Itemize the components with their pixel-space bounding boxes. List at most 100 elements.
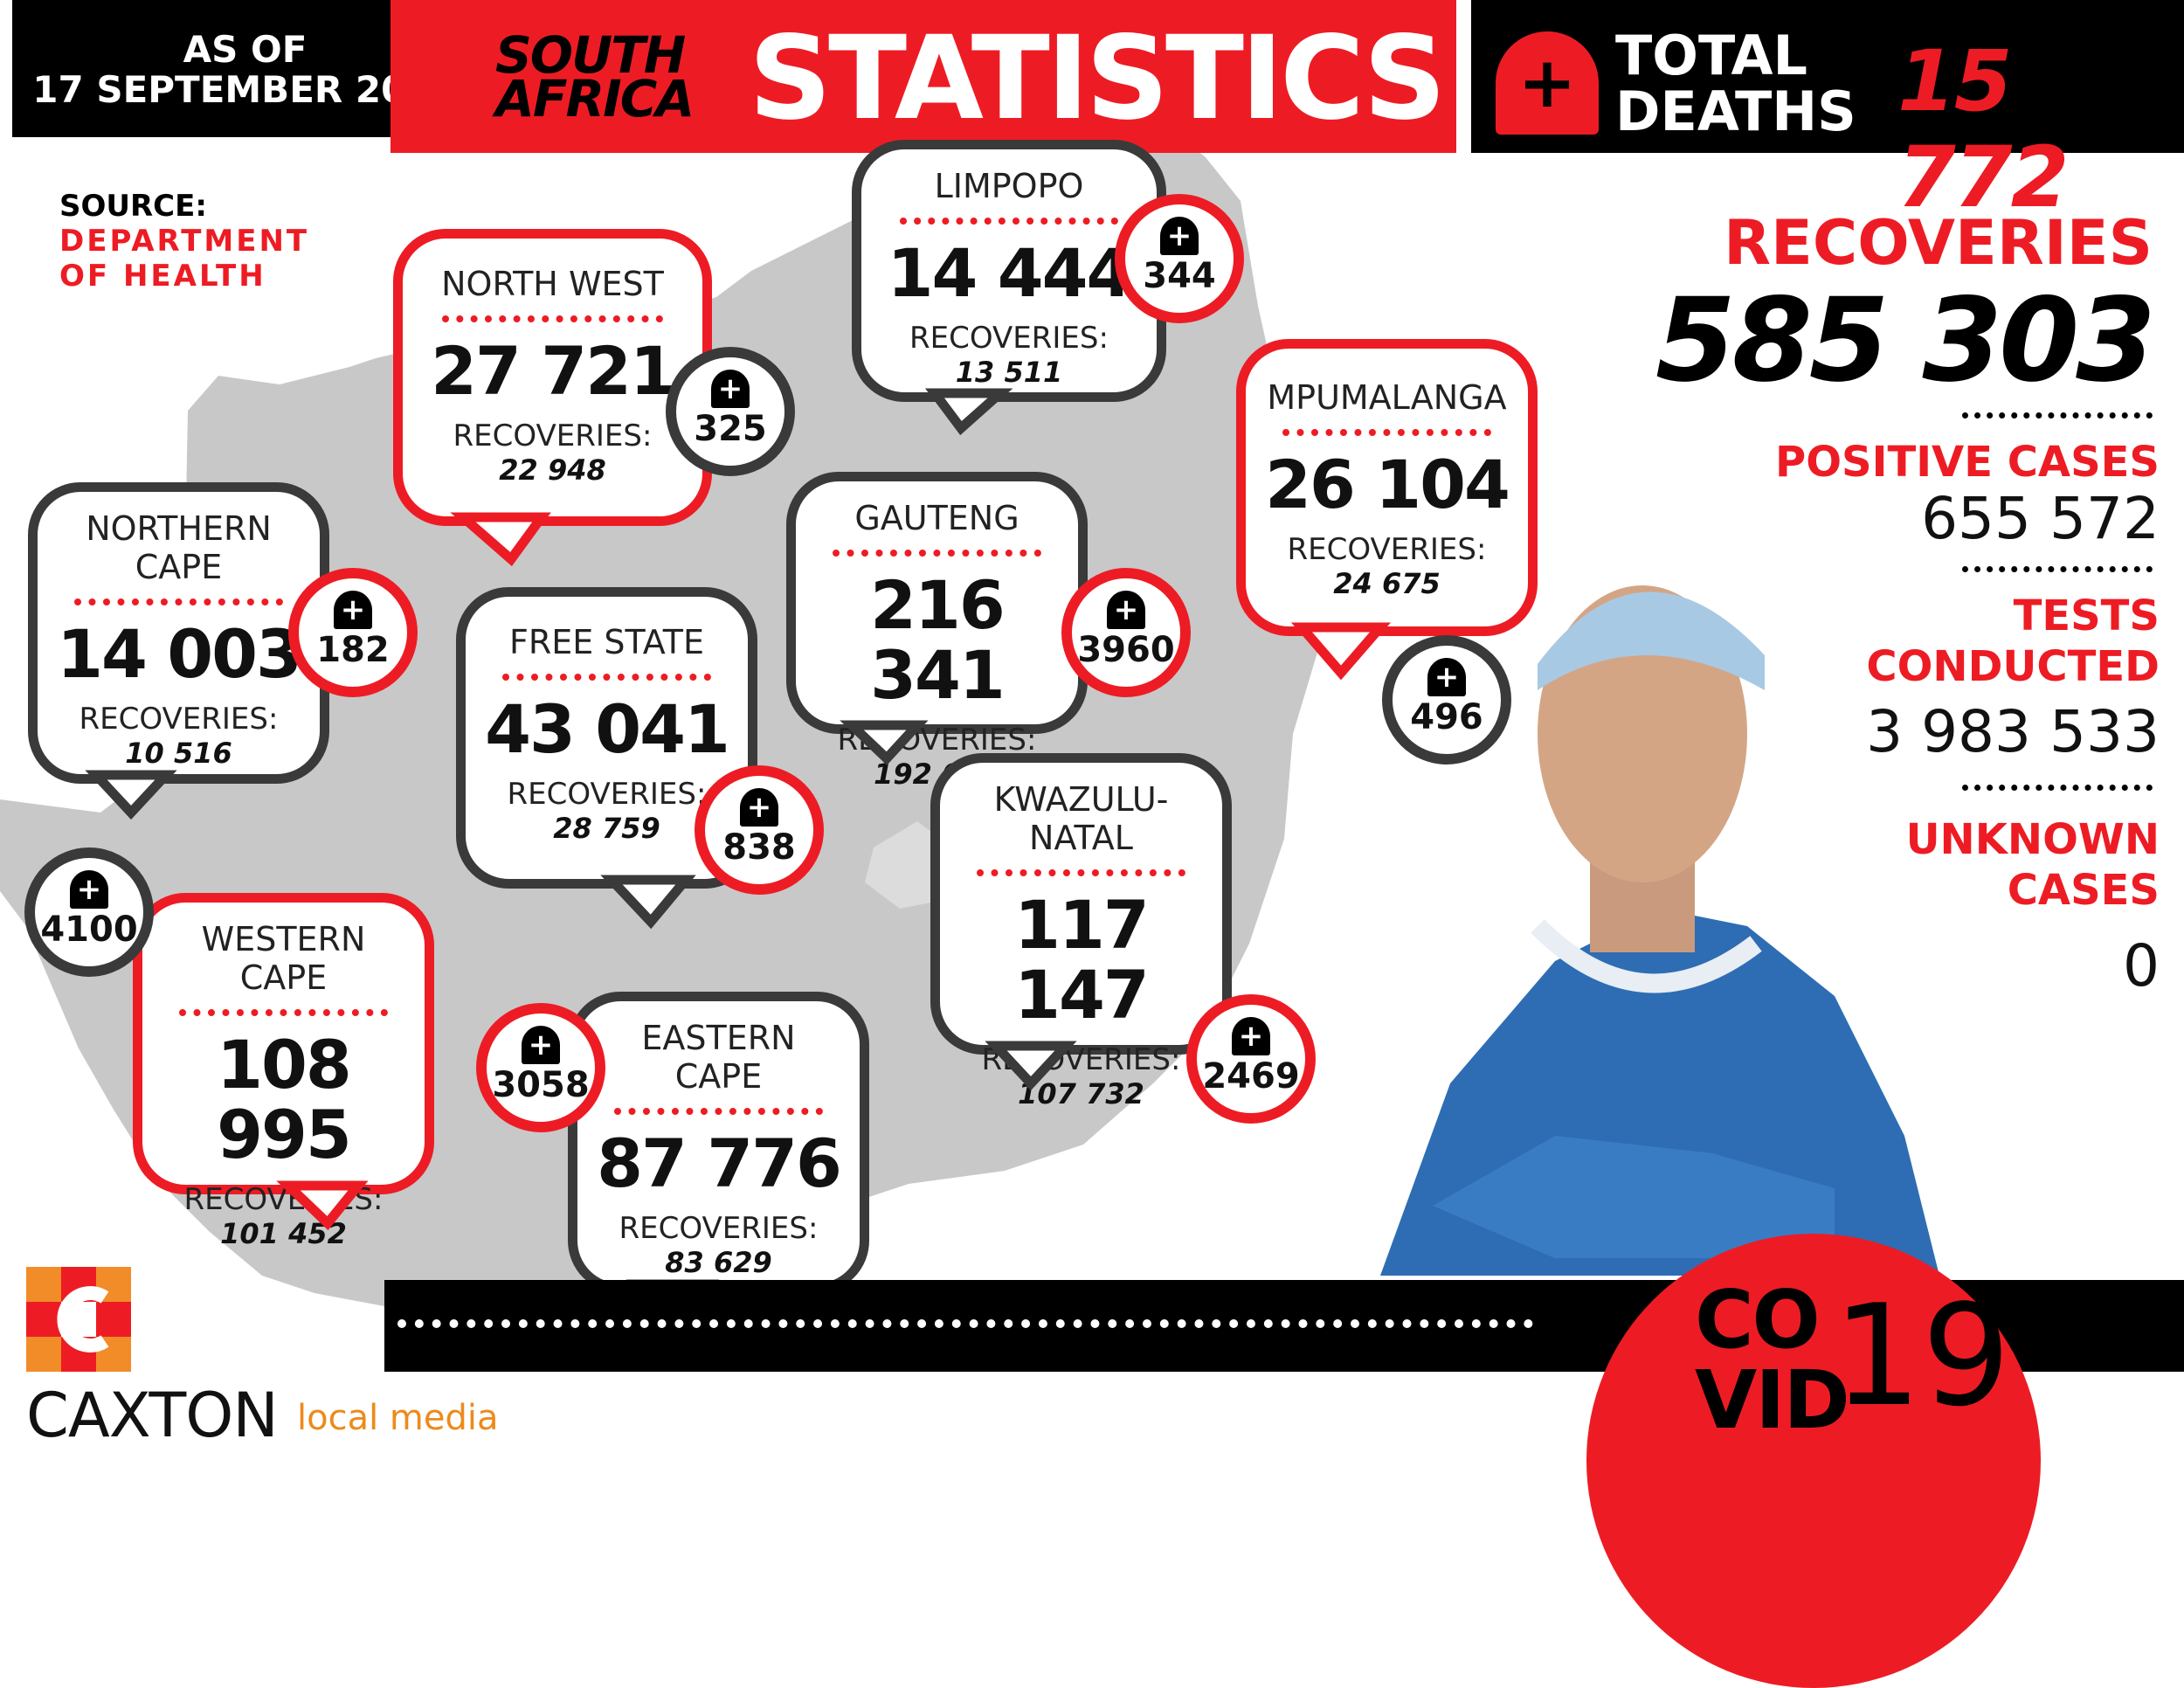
dotted-divider [501,674,711,681]
province-cases: 26 104 [1265,446,1510,523]
country-label: SOUTH AFRICA [495,30,695,128]
province-name-line2: CAPE [135,548,223,586]
positive-cases-value: 655 572 [1921,485,2160,552]
recoveries-label: RECOVERIES: [453,419,653,453]
province-name: FREE STATE [508,623,704,661]
province-cases: 27 721 [431,332,676,410]
province-cases: 87 776 [597,1124,842,1202]
recoveries-value: 107 732 [1018,1077,1144,1110]
recoveries-value: 13 511 [955,356,1063,389]
tests-label: TESTS CONDUCTED [1866,591,2160,692]
province-card-gauteng: GAUTENG 216 341 RECOVERIES: 192 081 [786,472,1088,791]
dotted-divider [976,869,1185,876]
deaths-value: 838 [722,827,796,868]
tests-label-line1: TESTS [2013,591,2160,640]
province-card-free-state: FREE STATE 43 041 RECOVERIES: 28 759 [456,587,757,889]
total-deaths-banner: + TOTAL DEATHS 15 772 [1471,0,2184,225]
province-name: MPUMALANGA [1267,378,1507,417]
tail-limpopo [925,388,1013,436]
covid-co: CO [1695,1273,1821,1366]
tail-western-cape [276,1180,369,1231]
tests-value: 3 983 533 [1866,698,2160,765]
province-card-north-west: NORTH WEST 27 721 RECOVERIES: 22 948 [393,229,712,526]
province-cases: 43 041 [485,690,730,768]
deaths-value: 3960 [1077,630,1175,670]
tests-label-line2: CONDUCTED [1866,642,2160,691]
recoveries-value: 83 629 [665,1246,772,1279]
deaths-value: 496 [1410,697,1483,737]
dotted-divider [178,1009,388,1016]
province-name: GAUTENG [854,499,1019,537]
recoveries-value: 24 675 [1333,567,1441,600]
province-name: NORTH WEST [441,265,664,303]
unknown-cases-value: 0 [2123,932,2160,1000]
province-cases: 14 003 [57,615,302,693]
deaths-value: 3058 [492,1065,590,1105]
dotted-divider [441,315,664,322]
recoveries-label: RECOVERIES: [619,1211,819,1246]
positive-cases-label: POSITIVE CASES [1775,438,2160,487]
deaths-value: 344 [1143,256,1216,296]
tail-north-west [450,512,551,567]
province-card-mpumalanga: MPUMALANGA 26 104 RECOVERIES: 24 675 [1236,339,1538,636]
tombstone-icon: + [70,870,108,909]
dotted-divider [1962,785,2153,791]
province-name: LIMPOPO [934,167,1084,205]
dotted-divider [1282,429,1491,436]
unknown-cases-label: UNKNOWN CASES [1906,814,2160,916]
deaths-value: 2469 [1202,1056,1300,1097]
recoveries-label: RECOVERIES: [909,321,1109,356]
dotted-divider [1962,412,2153,419]
recoveries-value: 10 516 [125,737,232,770]
title-banner: SOUTH AFRICA STATISTICS [390,0,1456,153]
province-cases: 14 444 [887,234,1133,312]
dotted-divider [613,1108,823,1115]
deaths-badge-kwazulu-natal: + 2469 [1186,994,1316,1124]
total-deaths-label: TOTAL DEATHS [1615,28,1856,140]
covid-vid: VID [1695,1353,1850,1447]
tombstone-icon: + [1427,658,1466,696]
province-card-limpopo: LIMPOPO 14 444 RECOVERIES: 13 511 [852,140,1166,402]
country-line2: AFRICA [495,69,695,128]
province-name-line2: CAPE [239,958,328,997]
tombstone-icon: + [522,1026,560,1064]
covid-badge-text: CO VID [1695,1273,1850,1447]
callout-tails [85,388,1392,1326]
province-name-line2: NATAL [1029,819,1133,857]
tombstone-icon: + [1160,217,1199,255]
province-name-line1: EASTERN [641,1019,796,1057]
tombstone-icon: + [740,788,778,827]
tail-mpumalanga [1290,622,1392,681]
province-cases: 216 341 [870,566,1006,714]
source-label: SOURCE: [59,189,207,224]
deaths-value: 182 [316,630,390,670]
province-name-line1: NORTHERN [86,509,272,548]
mask-strap-shape [1531,919,1762,993]
doctor-image [1380,585,1939,1276]
caxton-logo-subtext: local media [297,1398,499,1438]
province-card-northern-cape: NORTHERN CAPE 14 003 RECOVERIES: 10 516 [28,482,329,784]
province-card-eastern-cape: EASTERN CAPE 87 776 RECOVERIES: 83 629 [568,992,869,1293]
deaths-value: 325 [694,409,767,449]
date-line1: AS OF [183,28,308,71]
tail-gauteng [840,720,929,765]
source-line1: DEPARTMENT [59,224,310,259]
arms-shape [1433,1136,1835,1258]
tombstone-icon: + [1107,591,1145,629]
dotted-divider [1962,566,2153,572]
page-title: STATISTICS [749,11,1447,146]
recoveries-total-value: 585 303 [1655,273,2156,408]
total-deaths-value: 15 772 [1897,32,2069,226]
deaths-label-line1: TOTAL [1615,24,1807,87]
tail-kwazulu-natal [985,1041,1077,1091]
recoveries-label: RECOVERIES: [79,702,279,737]
recoveries-label: RECOVERIES: [1287,532,1487,567]
band-dotted-line [397,1319,1533,1328]
recoveries-value: 28 759 [553,812,660,845]
tail-free-state [600,875,696,930]
deaths-value: 4100 [40,910,138,950]
province-cases: 108 995 [217,1026,352,1173]
recoveries-label: RECOVERIES: [507,777,707,812]
source-line2: OF HEALTH [59,259,266,294]
date-line2: 17 SEPTEMBER 2020 [32,68,458,111]
